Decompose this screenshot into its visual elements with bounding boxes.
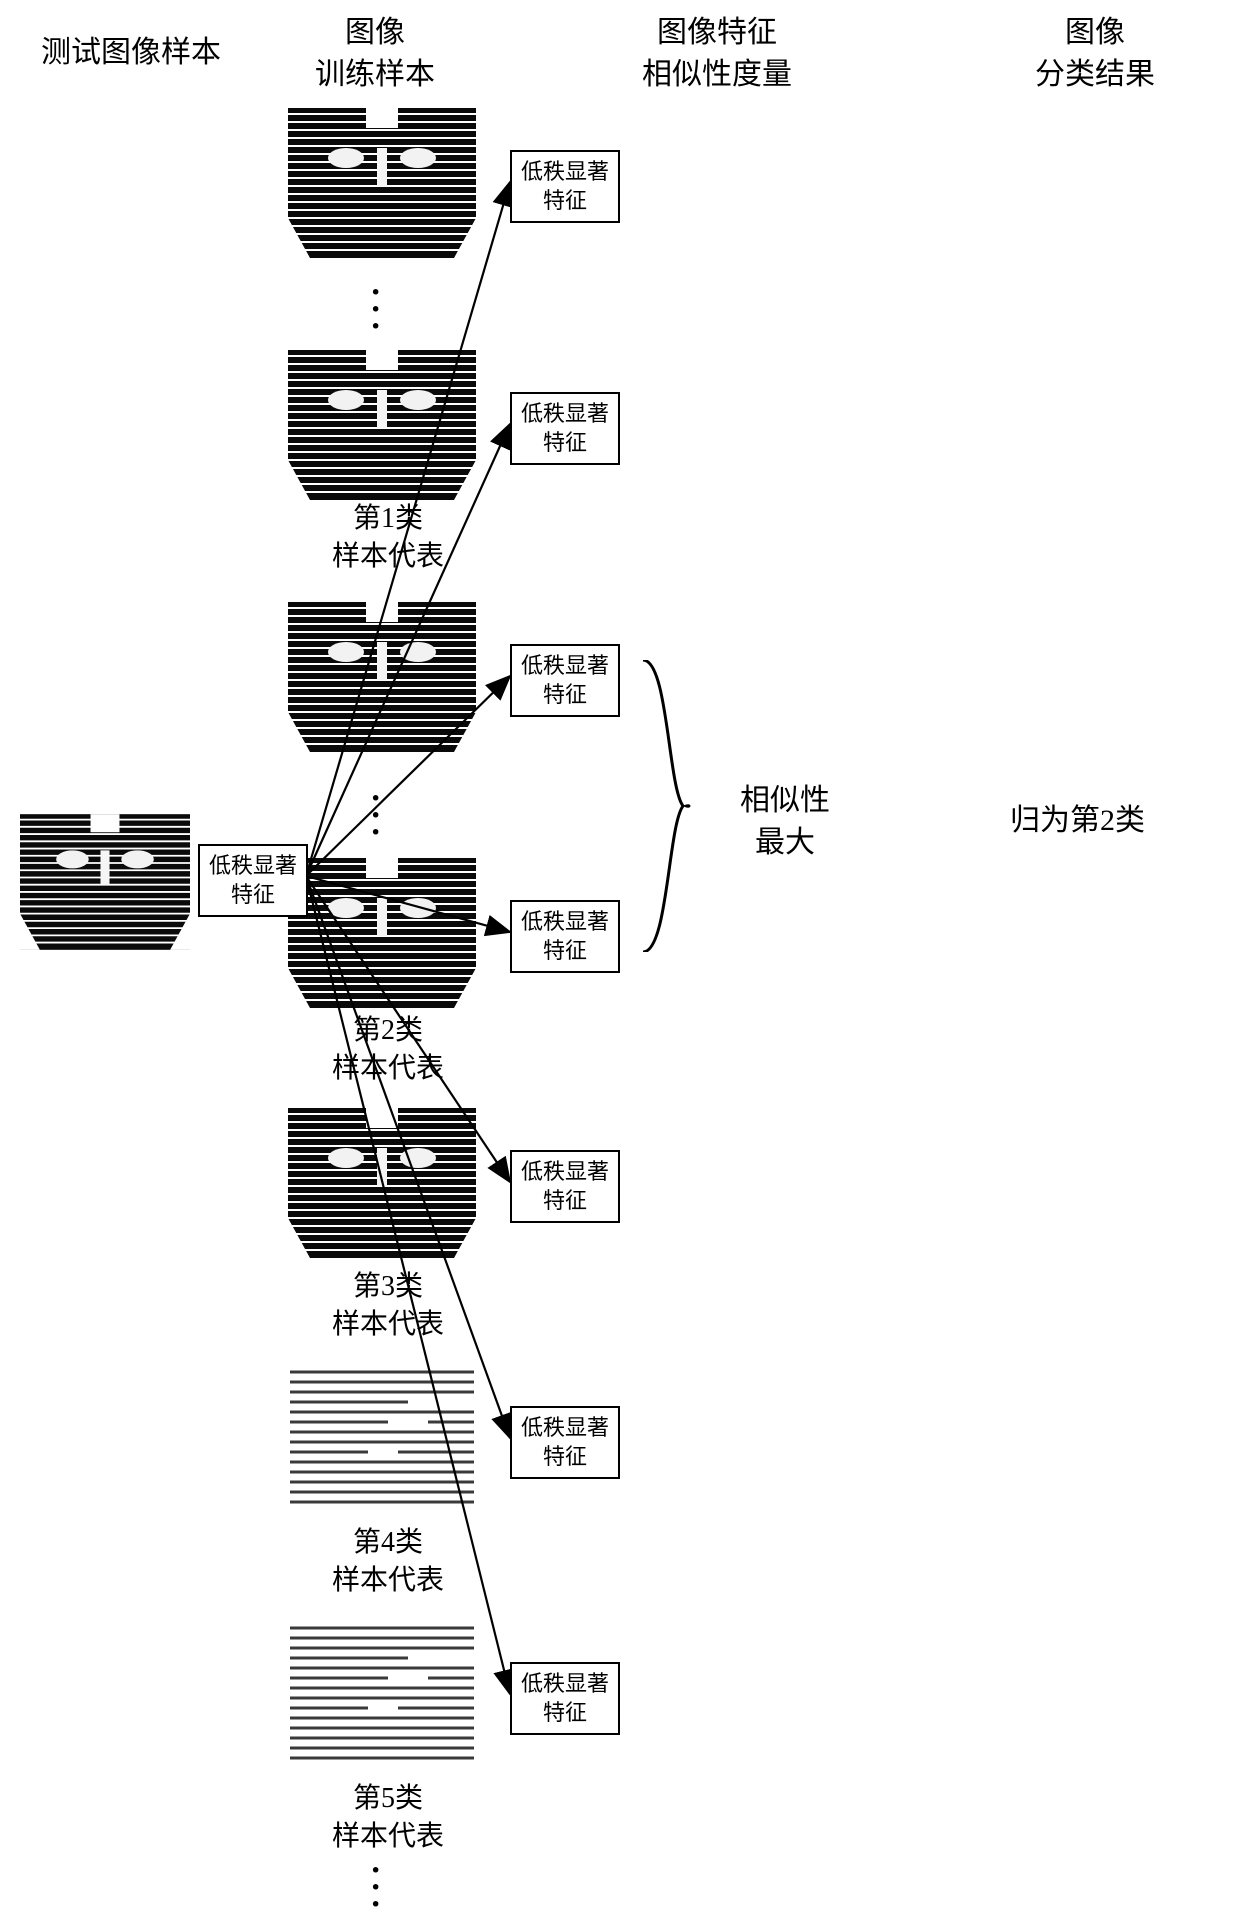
train-thumb xyxy=(288,1620,476,1770)
train-feature-box: 低秩显著特征 xyxy=(510,1662,620,1735)
train-feature-box: 低秩显著特征 xyxy=(510,644,620,717)
fb-l1: 低秩显著 xyxy=(209,853,297,878)
group-caption: 第2类样本代表 xyxy=(318,1012,458,1088)
group-caption: 第3类样本代表 xyxy=(318,1268,458,1344)
header-similarity: 图像特征 相似性度量 xyxy=(612,12,822,96)
header-train: 图像 训练样本 xyxy=(300,12,450,96)
train-thumb xyxy=(288,108,476,258)
train-thumb xyxy=(288,858,476,1008)
test-feature-box: 低秩显著 特征 xyxy=(198,844,308,917)
header-result-l1: 图像 xyxy=(1065,16,1125,49)
train-feature-box: 低秩显著特征 xyxy=(510,1406,620,1479)
test-thumb xyxy=(20,812,190,952)
train-feature-box: 低秩显著特征 xyxy=(510,900,620,973)
group-vdots: ··· xyxy=(370,790,381,841)
group-caption: 第4类样本代表 xyxy=(318,1524,458,1600)
header-result: 图像 分类结果 xyxy=(1020,12,1170,96)
sim-l1: 相似性 xyxy=(740,784,830,817)
similarity-label: 相似性 最大 xyxy=(740,780,830,864)
train-feature-box: 低秩显著特征 xyxy=(510,392,620,465)
header-train-l1: 图像 xyxy=(345,16,405,49)
similarity-brace xyxy=(638,660,718,952)
sim-l2: 最大 xyxy=(755,826,815,859)
trailing-vdots: ··· xyxy=(370,1862,381,1913)
fb-l2: 特征 xyxy=(231,882,275,907)
train-thumb xyxy=(288,1364,476,1514)
header-test: 测试图像样本 xyxy=(26,32,236,74)
train-thumb xyxy=(288,602,476,752)
group-caption: 第5类样本代表 xyxy=(318,1780,458,1856)
group-vdots: ··· xyxy=(370,284,381,335)
train-thumb xyxy=(288,350,476,500)
train-feature-box: 低秩显著特征 xyxy=(510,150,620,223)
train-thumb xyxy=(288,1108,476,1258)
header-result-l2: 分类结果 xyxy=(1035,58,1155,91)
header-train-l2: 训练样本 xyxy=(315,58,435,91)
group-caption: 第1类样本代表 xyxy=(318,500,458,576)
header-sim-l2: 相似性度量 xyxy=(642,58,792,91)
classification-result: 归为第2类 xyxy=(1010,800,1145,842)
train-feature-box: 低秩显著特征 xyxy=(510,1150,620,1223)
header-sim-l1: 图像特征 xyxy=(657,16,777,49)
